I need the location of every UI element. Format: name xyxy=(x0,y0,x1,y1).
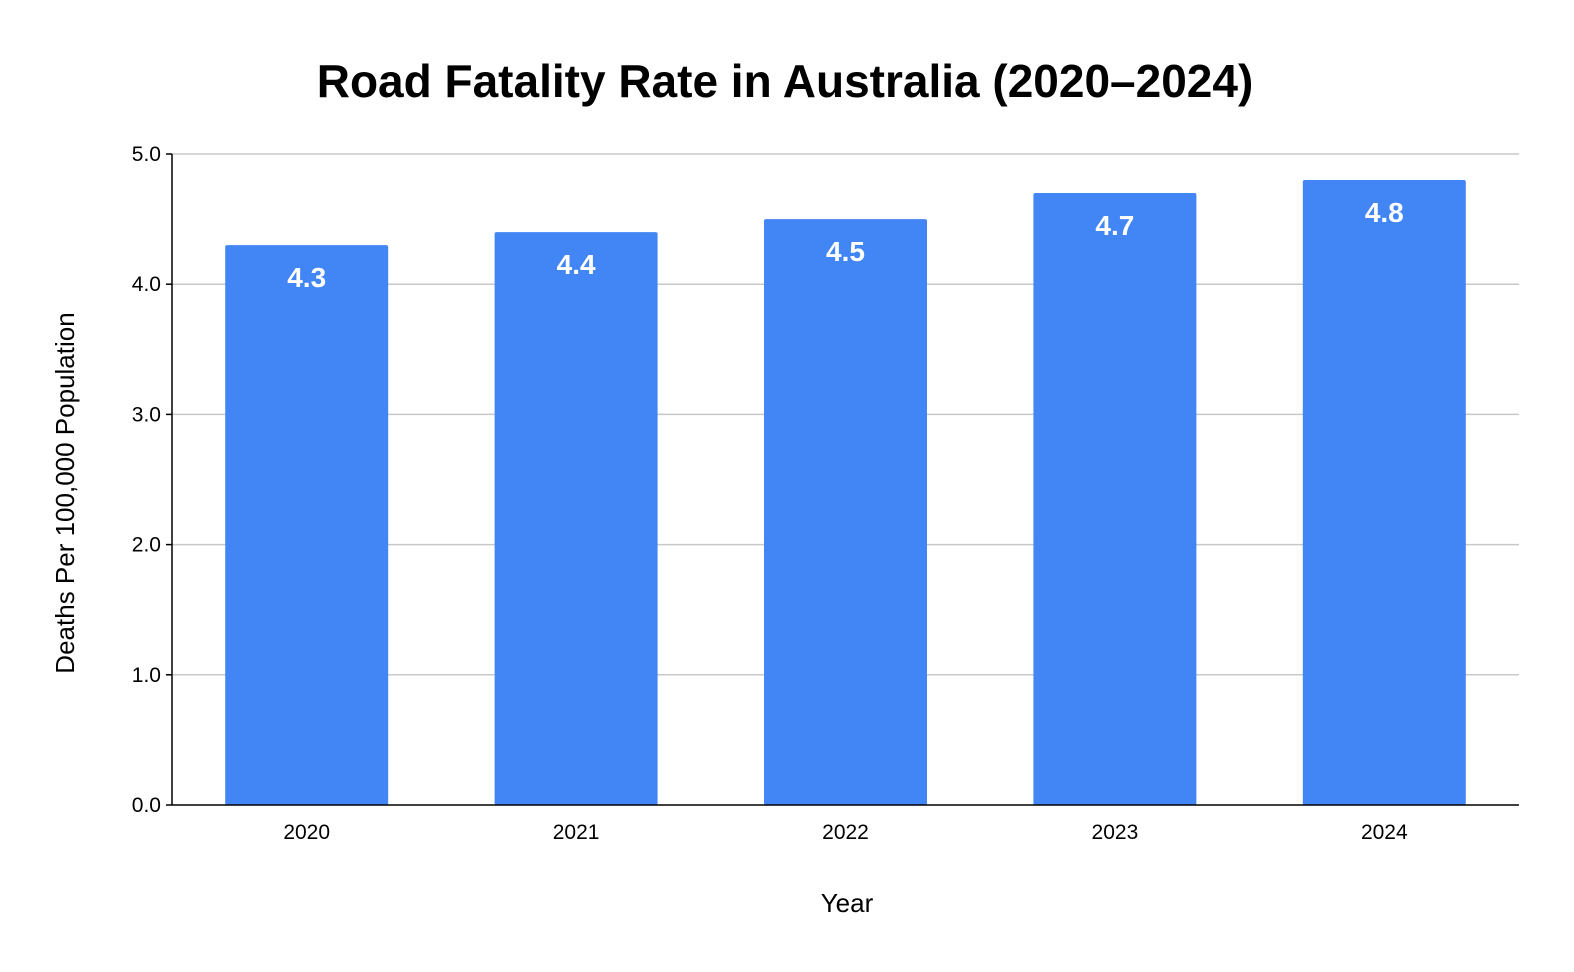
x-tick-label: 2021 xyxy=(553,821,600,844)
chart-title: Road Fatality Rate in Australia (2020–20… xyxy=(317,55,1254,107)
data-label-2021: 4.4 xyxy=(557,249,596,280)
data-label-2020: 4.3 xyxy=(287,262,326,293)
data-label-2023: 4.7 xyxy=(1095,210,1134,241)
y-tick-label: 3.0 xyxy=(132,403,161,426)
bar-2024 xyxy=(1302,180,1466,806)
y-tick-label: 4.0 xyxy=(132,273,161,296)
bar-2021 xyxy=(494,232,658,805)
bar-2022 xyxy=(764,219,927,806)
y-tick-label: 5.0 xyxy=(132,143,161,166)
x-axis-label: Year xyxy=(821,888,874,918)
data-label-2024: 4.8 xyxy=(1365,197,1404,228)
bars xyxy=(225,180,1466,806)
x-tick-labels: 2020 2021 2022 2023 2024 xyxy=(283,821,1408,844)
data-labels: 4.3 4.4 4.5 4.7 4.8 xyxy=(287,197,1404,293)
bar-2023 xyxy=(1033,193,1197,805)
y-tick-label: 0.0 xyxy=(132,794,161,817)
y-tick-labels: 0.0 1.0 2.0 3.0 4.0 5.0 xyxy=(132,143,161,817)
x-tick-label: 2024 xyxy=(1361,821,1408,844)
y-axis-label: Deaths Per 100,000 Population xyxy=(50,312,80,673)
x-tick-label: 2023 xyxy=(1092,821,1139,844)
y-tick-label: 2.0 xyxy=(132,534,161,557)
x-tick-label: 2022 xyxy=(822,821,869,844)
bar-2020 xyxy=(225,245,389,805)
x-tick-label: 2020 xyxy=(283,821,330,844)
y-tick-label: 1.0 xyxy=(132,664,161,687)
data-label-2022: 4.5 xyxy=(826,236,865,267)
